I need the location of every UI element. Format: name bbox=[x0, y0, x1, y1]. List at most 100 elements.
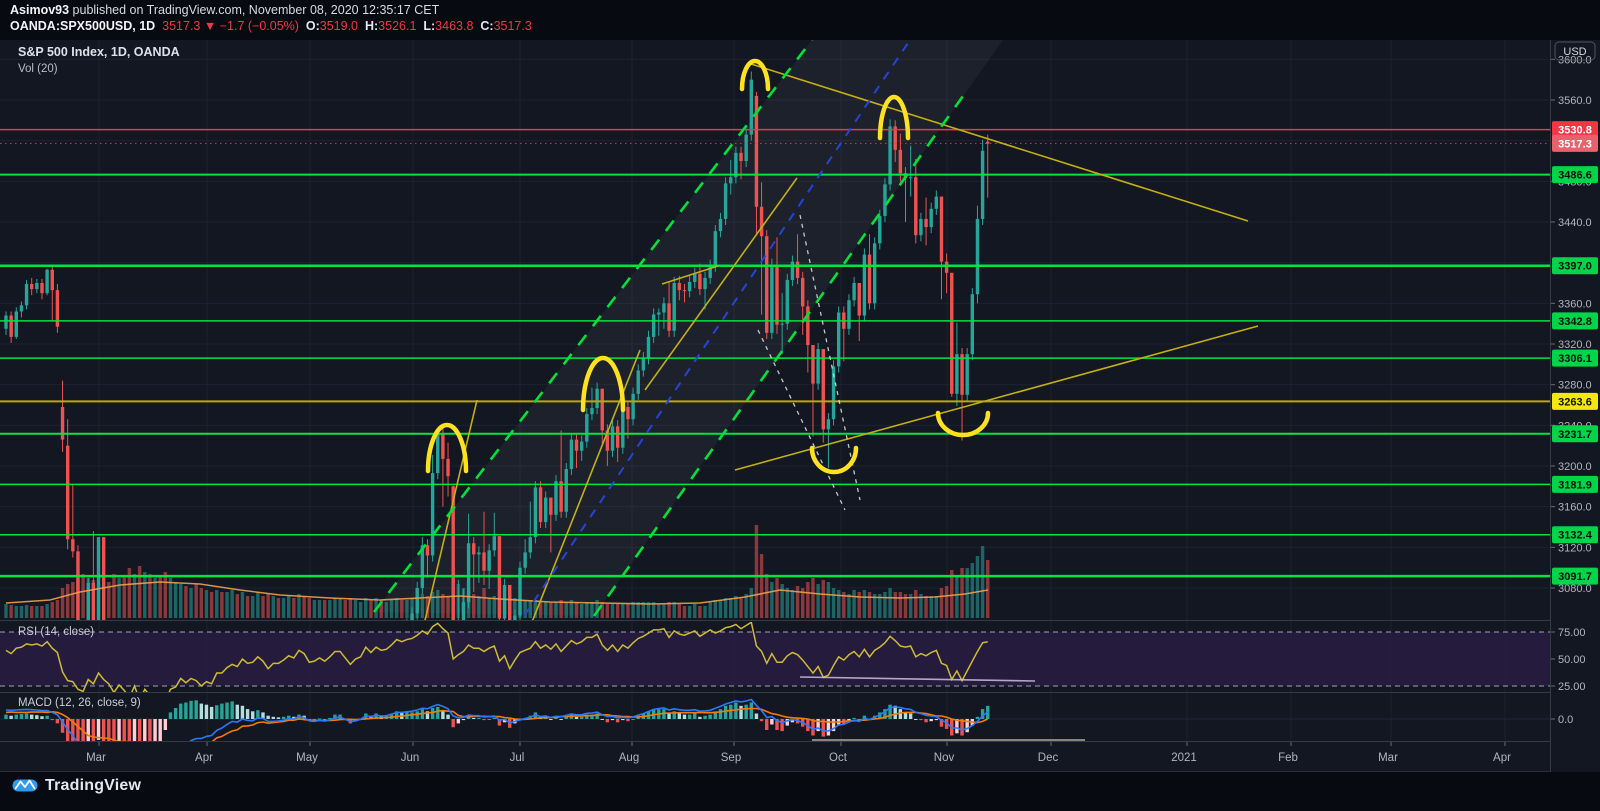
volume-bar bbox=[538, 602, 543, 618]
rsi-trendline[interactable] bbox=[799, 676, 1036, 682]
macd-histogram-bar bbox=[107, 719, 111, 741]
volume-bar bbox=[40, 606, 44, 618]
candle-body bbox=[96, 537, 101, 620]
macd-indicator-label[interactable]: MACD (12, 26, close, 9) bbox=[18, 697, 141, 709]
price-level-axis-label[interactable] bbox=[1552, 425, 1598, 443]
candle-body bbox=[569, 439, 574, 470]
volume-bar bbox=[71, 582, 75, 618]
macd-histogram-bar bbox=[235, 704, 239, 719]
volume-bar bbox=[122, 576, 126, 618]
macd-histogram-bar bbox=[456, 719, 461, 724]
macd-histogram-bar bbox=[965, 719, 969, 733]
candle-body bbox=[775, 264, 779, 325]
macd-histogram-bar bbox=[441, 711, 445, 719]
macd-histogram-bar bbox=[615, 719, 620, 723]
rsi-tick-label: 75.00 bbox=[1558, 627, 1586, 639]
price-level-axis-label[interactable] bbox=[1552, 257, 1598, 275]
price-level-axis-label[interactable] bbox=[1552, 312, 1598, 330]
yellow-arc-marker[interactable] bbox=[739, 58, 771, 92]
candle-body bbox=[538, 487, 543, 522]
candle-body bbox=[559, 481, 563, 512]
candle-body bbox=[430, 473, 435, 556]
blue-dashed-channel-line[interactable] bbox=[523, 40, 911, 617]
macd-histogram-bar bbox=[667, 713, 671, 719]
rsi-pane[interactable] bbox=[0, 622, 1550, 701]
candle-body bbox=[461, 602, 466, 620]
currency-button-label: USD bbox=[1563, 46, 1586, 58]
macd-histogram-bar bbox=[790, 719, 795, 723]
candle-body bbox=[508, 584, 512, 620]
candle-body bbox=[672, 283, 676, 331]
price-level-axis-label[interactable] bbox=[1552, 121, 1598, 139]
price-level-axis-label[interactable] bbox=[1552, 526, 1598, 544]
volume-indicator-label[interactable]: Vol (20) bbox=[18, 63, 58, 75]
volume-bar bbox=[9, 605, 13, 618]
volume-bar bbox=[852, 590, 856, 618]
volume-bar bbox=[924, 596, 928, 618]
macd-histogram-bar bbox=[980, 709, 985, 719]
volume-bar bbox=[60, 588, 65, 618]
yellow-trendline[interactable] bbox=[644, 177, 798, 391]
currency-button[interactable] bbox=[1554, 41, 1596, 61]
yellow-arc-marker[interactable] bbox=[877, 94, 911, 141]
yellow-trendline[interactable] bbox=[505, 349, 641, 690]
volume-bar bbox=[220, 592, 224, 618]
candle-body bbox=[76, 551, 80, 620]
price-level-axis-label[interactable] bbox=[1552, 475, 1598, 493]
volume-bar bbox=[364, 598, 368, 618]
white-dashed-wedge-line[interactable] bbox=[799, 214, 861, 501]
volume-bar bbox=[960, 568, 964, 618]
rsi-indicator-label[interactable]: RSI (14, close) bbox=[18, 626, 95, 638]
time-axis[interactable]: Mar Apr May Jun Jul Aug Sep Oct Nov Dec 2021 Feb Mar… bbox=[86, 742, 1511, 764]
macd-histogram-bar bbox=[893, 705, 897, 719]
yellow-arc-marker[interactable] bbox=[809, 445, 859, 475]
macd-histogram-bar bbox=[502, 719, 507, 723]
yellow-arc-marker[interactable] bbox=[580, 355, 626, 413]
yellow-trendline[interactable] bbox=[734, 325, 1259, 471]
volume-bar bbox=[24, 605, 29, 618]
price-level-axis-label[interactable] bbox=[1552, 567, 1598, 585]
macd-pane[interactable] bbox=[4, 698, 1085, 769]
price-level-axis-label[interactable] bbox=[1552, 392, 1598, 410]
candle-body bbox=[91, 582, 96, 620]
green-dashed-channel-line[interactable] bbox=[592, 95, 965, 617]
candle-body bbox=[513, 615, 517, 620]
macd-histogram-bar bbox=[883, 709, 887, 719]
yellow-arc-marker[interactable] bbox=[935, 410, 991, 438]
main-pane[interactable] bbox=[4, 71, 990, 811]
volume-bar bbox=[554, 602, 558, 618]
price-level-axis-label[interactable] bbox=[1552, 349, 1598, 367]
price-axis[interactable]: 3600.03560.03480.03440.03360.03320.03280… bbox=[1551, 54, 1598, 726]
volume-bar bbox=[908, 594, 913, 618]
volume-bar bbox=[785, 588, 789, 618]
macd-histogram-bar bbox=[415, 711, 419, 719]
price-level-axis-label[interactable] bbox=[1552, 134, 1598, 152]
tradingview-logo[interactable]: TradingView bbox=[12, 776, 141, 795]
candle-body bbox=[893, 126, 897, 150]
yellow-trendline[interactable] bbox=[661, 265, 719, 285]
volume-bar bbox=[975, 556, 980, 618]
macd-histogram-bar bbox=[477, 717, 481, 719]
price-level-axis-label[interactable] bbox=[1552, 166, 1598, 184]
green-dashed-channel-line[interactable] bbox=[372, 40, 814, 613]
candle-body bbox=[765, 236, 769, 333]
volume-bar bbox=[883, 592, 887, 618]
volume-bar bbox=[194, 584, 198, 618]
macd-histogram-bar bbox=[184, 702, 188, 719]
volume-bar bbox=[379, 600, 383, 618]
volume-bar bbox=[585, 602, 589, 618]
white-dashed-wedge-line[interactable] bbox=[757, 329, 846, 511]
candle-body bbox=[35, 283, 39, 290]
macd-histogram-bar bbox=[143, 719, 147, 741]
macd-histogram-bar bbox=[831, 719, 836, 732]
candle-body bbox=[590, 408, 594, 415]
volume-bar bbox=[482, 588, 486, 618]
yellow-arc-marker[interactable] bbox=[425, 422, 469, 474]
macd-histogram-bar bbox=[821, 719, 825, 737]
volume-bar bbox=[888, 588, 892, 618]
candle-body bbox=[872, 243, 877, 304]
yellow-trendline[interactable] bbox=[747, 62, 1249, 222]
macd-histogram-bar bbox=[451, 719, 455, 728]
candle-body bbox=[939, 196, 944, 262]
